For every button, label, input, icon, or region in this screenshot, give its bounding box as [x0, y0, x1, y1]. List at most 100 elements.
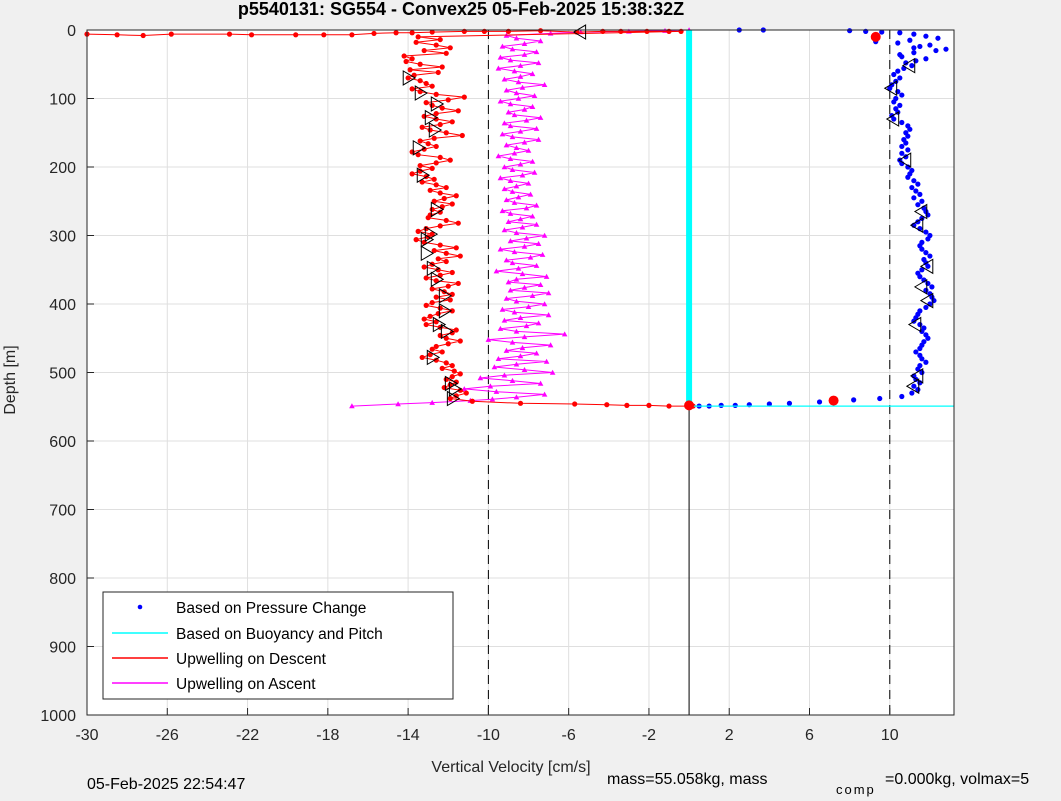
data-point [499, 43, 506, 49]
data-point [503, 197, 510, 203]
orientation-marker [913, 279, 928, 295]
data-point [517, 62, 524, 68]
orientation-marker [424, 226, 439, 243]
data-point [429, 300, 435, 306]
footer-volmax-text: =0.000kg, volmax=5 [885, 771, 1030, 788]
data-point [431, 135, 437, 141]
data-point [439, 64, 445, 70]
data-point [529, 213, 536, 219]
series-3 [349, 27, 692, 409]
data-point [907, 37, 913, 43]
data-point [911, 178, 917, 184]
orientation-marker [883, 80, 898, 97]
data-point [917, 191, 923, 197]
legend-marker-pressure [137, 604, 143, 610]
data-point [433, 294, 439, 300]
data-point [915, 181, 921, 187]
data-point [451, 368, 457, 374]
data-point [501, 186, 508, 192]
data-point [429, 206, 435, 213]
data-point [445, 341, 451, 347]
data-point [905, 147, 911, 153]
orientation-marker [885, 111, 900, 127]
data-point [923, 56, 929, 62]
data-point [513, 298, 520, 304]
data-point [513, 394, 520, 400]
data-point [457, 371, 463, 377]
data-point [666, 403, 672, 409]
data-point [549, 369, 556, 375]
data-point [511, 309, 518, 315]
chart-title: p5540131: SG554 - Convex25 05-Feb-2025 1… [238, 0, 684, 19]
x-axis-label: Vertical Velocity [cm/s] [431, 759, 590, 776]
data-point [497, 98, 504, 104]
orientation-marker [905, 378, 920, 395]
orientation-marker [446, 390, 461, 407]
data-point [917, 274, 923, 280]
data-point [509, 166, 516, 172]
data-point [925, 236, 931, 242]
data-point [505, 279, 512, 285]
data-point [493, 268, 500, 274]
y-tick-label: 300 [49, 229, 76, 246]
data-point [525, 303, 532, 309]
data-point [439, 365, 445, 371]
data-point [433, 91, 439, 97]
data-point [897, 102, 903, 108]
y-tick-label: 0 [67, 23, 76, 40]
data-point [459, 132, 465, 139]
data-point [453, 327, 459, 333]
data-point [435, 256, 441, 262]
orientation-marker [402, 70, 417, 86]
data-point [417, 168, 423, 174]
orientation-marker [412, 139, 427, 156]
data-point [943, 46, 949, 52]
data-point [521, 40, 528, 46]
data-point [517, 73, 524, 79]
data-point [646, 402, 652, 408]
data-point [429, 165, 435, 171]
data-point [537, 380, 544, 386]
orientation-marker [424, 109, 439, 126]
data-point [517, 128, 524, 134]
data-point [395, 401, 401, 407]
data-point [485, 336, 492, 342]
series-4 [402, 70, 463, 407]
data-point [927, 253, 933, 259]
data-point [521, 284, 528, 290]
data-point [507, 287, 514, 293]
data-point [403, 58, 409, 65]
data-point [517, 353, 524, 359]
data-point [547, 342, 554, 348]
data-point [511, 150, 518, 156]
data-point [429, 231, 435, 237]
data-point [417, 138, 423, 144]
data-point [531, 169, 538, 175]
data-point [523, 235, 530, 241]
data-point [409, 86, 415, 92]
data-point [491, 364, 498, 370]
y-tick-label: 800 [49, 571, 76, 588]
data-point [437, 190, 443, 196]
data-point [766, 401, 772, 407]
data-point [604, 402, 610, 408]
data-point [533, 221, 540, 227]
data-point [463, 390, 469, 396]
data-point [433, 143, 439, 150]
data-point [495, 65, 502, 71]
data-point [911, 31, 917, 37]
data-point [513, 361, 520, 367]
data-point [527, 191, 534, 197]
data-point [537, 38, 544, 44]
data-point [917, 345, 923, 352]
x-tick-label: -18 [316, 727, 339, 744]
data-point [443, 217, 449, 224]
data-point [513, 183, 520, 189]
data-point [419, 179, 425, 185]
data-point [913, 188, 919, 194]
data-point [525, 147, 532, 153]
x-tick-label: 2 [725, 727, 734, 744]
data-point [925, 280, 931, 287]
data-point [499, 131, 506, 137]
data-point [897, 30, 903, 36]
